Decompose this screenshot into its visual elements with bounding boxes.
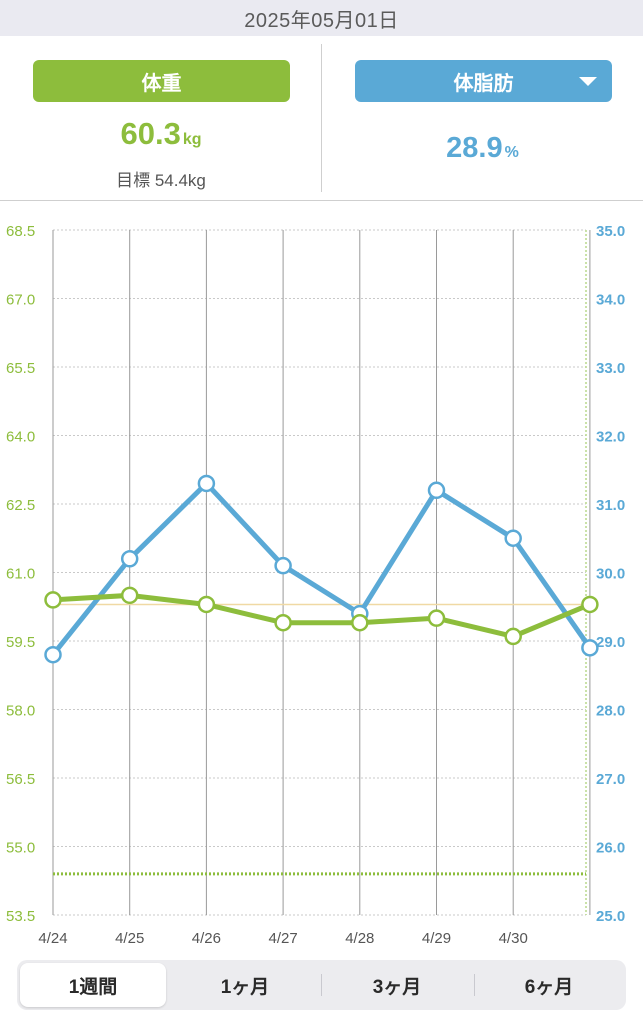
panel-divider xyxy=(321,44,322,192)
tab-label: 1ヶ月 xyxy=(220,976,270,998)
right-axis-tick-label: 25.0 xyxy=(596,908,625,925)
x-axis-tick-label: 4/26 xyxy=(192,930,221,947)
body-fat-data-point xyxy=(427,481,446,500)
weight-data-point xyxy=(427,609,446,627)
right-axis-tick-label: 29.0 xyxy=(596,634,625,651)
weight-data-point xyxy=(44,591,62,609)
date-text: 2025年05月01日 xyxy=(244,9,399,32)
tab-6-months[interactable]: 6ヶ月 xyxy=(476,963,622,1007)
left-axis-tick-label: 61.0 xyxy=(6,566,35,583)
body-fat-value: 28.9% xyxy=(322,132,643,165)
header-divider xyxy=(0,200,643,201)
weight-unit: kg xyxy=(182,131,202,148)
weight-label: 体重 xyxy=(141,72,182,95)
tab-3-months[interactable]: 3ヶ月 xyxy=(324,963,470,1007)
body-fat-dropdown[interactable]: 体脂肪 xyxy=(355,60,612,102)
body-fat-series-line xyxy=(50,480,593,658)
left-axis-tick-label: 67.0 xyxy=(6,292,35,309)
tab-1-month[interactable]: 1ヶ月 xyxy=(172,963,318,1007)
x-axis-tick-label: 4/28 xyxy=(345,930,374,947)
weight-data-point xyxy=(581,595,599,614)
caret-down-icon xyxy=(579,77,597,86)
right-axis-tick-label: 28.0 xyxy=(596,703,625,720)
weight-button[interactable]: 体重 xyxy=(33,60,290,102)
body-fat-label: 体脂肪 xyxy=(453,72,514,95)
left-axis-tick-label: 59.5 xyxy=(6,634,35,651)
weight-panel: 体重 60.3 kg 目標 54.4kg xyxy=(0,36,322,200)
left-axis-tick-label: 53.5 xyxy=(6,908,35,925)
weight-data-point xyxy=(504,627,522,646)
right-axis-tick-label: 32.0 xyxy=(596,429,625,446)
x-axis-tick-label: 4/27 xyxy=(268,930,297,947)
tab-label: 1週間 xyxy=(68,976,118,998)
tab-separator xyxy=(474,974,475,996)
tab-label: 6ヶ月 xyxy=(524,976,574,998)
period-tabs: 1週間 1ヶ月 3ヶ月 6ヶ月 xyxy=(17,960,626,1010)
tab-separator xyxy=(321,974,322,996)
x-axis-tick-label: 4/30 xyxy=(499,930,528,947)
right-axis-tick-label: 30.0 xyxy=(596,566,625,583)
right-axis-tick-label: 35.0 xyxy=(596,223,625,240)
weight-data-point xyxy=(120,586,139,605)
body-fat-data-point xyxy=(120,550,139,568)
weight-goal: 目標 54.4kg xyxy=(116,171,206,190)
x-axis-tick-label: 4/25 xyxy=(115,930,144,947)
weight-number: 60.3 xyxy=(120,116,181,151)
weight-data-point xyxy=(351,613,369,632)
body-fat-unit: % xyxy=(504,144,519,161)
body-fat-panel: 体脂肪 28.9% xyxy=(322,36,643,200)
body-fat-data-point xyxy=(504,529,522,547)
weight-data-point xyxy=(197,595,216,614)
left-axis-tick-label: 65.5 xyxy=(6,360,35,377)
right-axis-tick-label: 33.0 xyxy=(596,360,625,377)
date-header: 2025年05月01日 xyxy=(0,0,643,36)
tab-1-week[interactable]: 1週間 xyxy=(20,963,166,1007)
left-axis-tick-label: 68.5 xyxy=(6,223,35,240)
body-fat-data-point xyxy=(197,474,216,493)
left-axis-tick-label: 64.0 xyxy=(6,429,35,446)
left-axis-tick-label: 55.0 xyxy=(6,840,35,857)
weight-data-point xyxy=(274,613,292,632)
left-axis-tick-label: 58.0 xyxy=(6,703,35,720)
weight-fat-chart: 68.5 35.0 67.0 34.0 65.5 33.0 64.0 32.0 62.5 31.0… xyxy=(6,223,625,947)
body-fat-data-point xyxy=(44,645,62,664)
body-fat-number: 28.9 xyxy=(446,132,503,164)
tab-label: 3ヶ月 xyxy=(372,976,422,998)
right-axis-tick-label: 31.0 xyxy=(596,497,625,514)
right-axis-tick-label: 27.0 xyxy=(596,771,625,788)
body-fat-data-point xyxy=(274,556,292,575)
right-axis-tick-label: 34.0 xyxy=(596,292,625,309)
left-axis-tick-label: 62.5 xyxy=(6,497,35,514)
weight-series-line xyxy=(50,592,593,639)
right-axis-tick-label: 26.0 xyxy=(596,840,625,857)
weight-value: 60.3 kg xyxy=(0,116,322,152)
left-axis-tick-label: 56.5 xyxy=(6,771,35,788)
x-axis-tick-label: 4/24 xyxy=(38,930,67,947)
body-fat-data-point xyxy=(581,639,599,657)
x-axis-tick-label: 4/29 xyxy=(422,930,451,947)
